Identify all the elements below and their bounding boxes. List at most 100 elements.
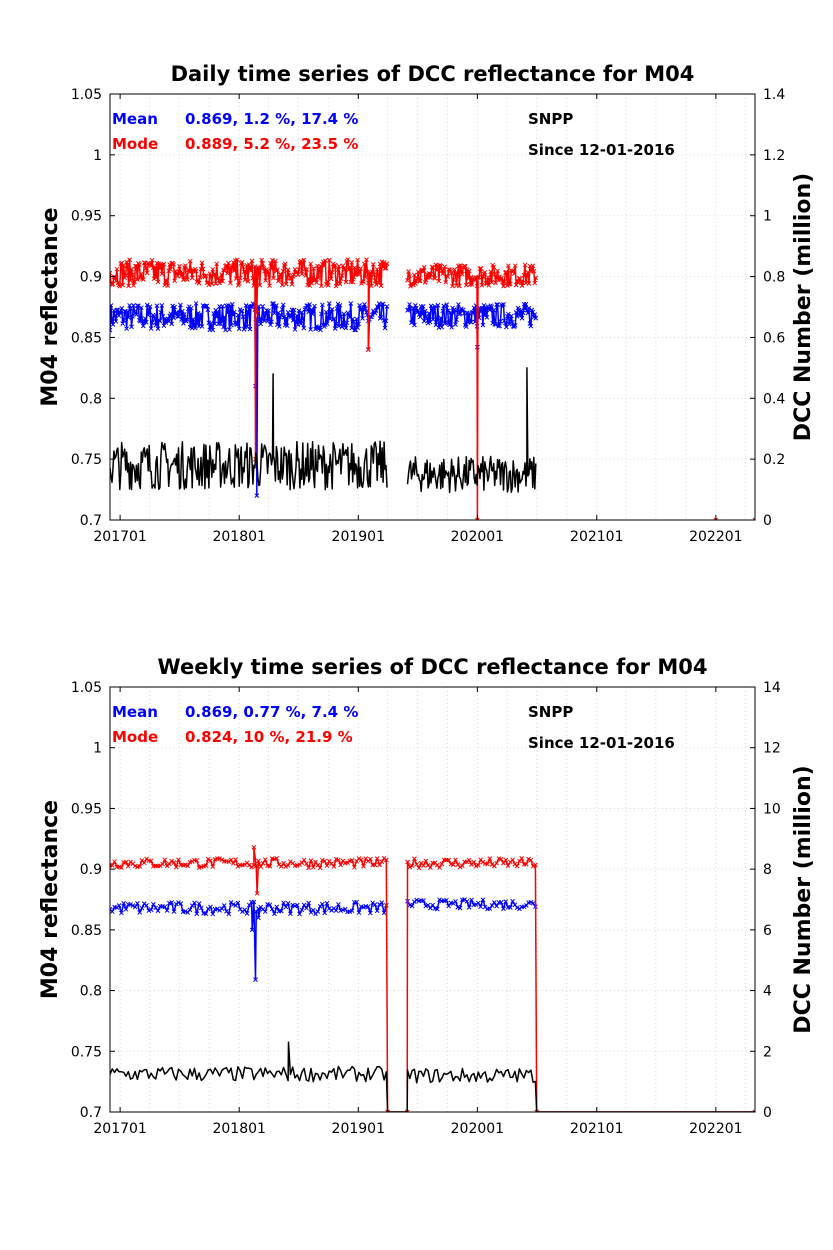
- data-point: [253, 909, 259, 915]
- data-point: [441, 269, 447, 275]
- data-point: [161, 323, 167, 329]
- data-point: [445, 274, 451, 279]
- data-point: [171, 860, 177, 865]
- mode-values: 0.889, 5.2 %, 23.5 %: [185, 135, 358, 153]
- data-point: [384, 261, 390, 267]
- data-point: [204, 303, 210, 309]
- series-line: [110, 1041, 755, 1112]
- data-point: [229, 322, 234, 328]
- data-point: [429, 305, 435, 311]
- data-point: [470, 310, 476, 315]
- data-point: [356, 856, 362, 861]
- data-point: [527, 321, 533, 326]
- data-point: [526, 281, 532, 286]
- data-point: [521, 904, 527, 910]
- data-point: [242, 907, 248, 913]
- data-point: [368, 283, 374, 289]
- data-point: [435, 302, 441, 308]
- data-point: [336, 263, 342, 269]
- data-point: [213, 281, 219, 286]
- data-point: [427, 275, 433, 280]
- x-tick-label: 201901: [332, 529, 385, 545]
- data-point: [438, 315, 444, 321]
- data-point: [185, 863, 191, 869]
- x-tick-label: 201901: [332, 1121, 385, 1137]
- data-point: [268, 260, 273, 266]
- data-point: [459, 863, 465, 869]
- data-point: [297, 911, 302, 917]
- data-point: [438, 263, 444, 269]
- data-point: [504, 269, 509, 275]
- data-point: [197, 315, 203, 321]
- data-point: [457, 905, 463, 911]
- data-point: [179, 273, 184, 279]
- data-point: [285, 900, 291, 906]
- data-point: [370, 262, 376, 267]
- data-point: [508, 313, 514, 319]
- data-point: [361, 279, 366, 284]
- data-point: [132, 279, 137, 285]
- data-point: [193, 268, 199, 274]
- data-point: [196, 901, 202, 906]
- data-point: [406, 269, 411, 274]
- data-point: [311, 266, 316, 271]
- data-point: [487, 906, 493, 911]
- data-point: [183, 263, 188, 268]
- data-point: [179, 317, 184, 322]
- data-point: [276, 324, 282, 329]
- data-point: [342, 267, 348, 272]
- series-markers: [405, 262, 539, 520]
- data-point: [531, 268, 537, 274]
- x-tick-label: 201701: [93, 1121, 146, 1137]
- data-point: [125, 863, 131, 869]
- data-point: [374, 856, 380, 861]
- data-point: [301, 902, 307, 908]
- data-point: [474, 283, 480, 289]
- data-point: [478, 265, 484, 271]
- data-point: [131, 303, 136, 308]
- data-point: [354, 316, 359, 322]
- data-point: [247, 265, 253, 271]
- data-point: [165, 283, 171, 289]
- data-point: [229, 301, 235, 307]
- data-point: [274, 904, 280, 910]
- data-point: [228, 857, 234, 863]
- data-point: [235, 900, 241, 906]
- data-point: [190, 316, 196, 322]
- data-point: [110, 270, 113, 276]
- data-point: [512, 263, 518, 269]
- data-point: [343, 279, 349, 285]
- data-point: [517, 276, 523, 282]
- data-point: [446, 857, 452, 863]
- data-point: [381, 910, 387, 916]
- data-point: [412, 856, 417, 862]
- data-point: [138, 305, 144, 311]
- data-point: [266, 308, 271, 314]
- y-tick-label: 0.75: [71, 1044, 102, 1060]
- data-point: [118, 310, 124, 316]
- data-point: [445, 308, 451, 314]
- data-point: [503, 899, 509, 904]
- data-point: [231, 309, 237, 315]
- data-point: [328, 309, 334, 315]
- data-point: [476, 274, 482, 280]
- data-point: [164, 278, 170, 284]
- data-point: [404, 1109, 410, 1112]
- data-point: [431, 308, 437, 314]
- y2-tick-label: 1.2: [763, 148, 785, 164]
- data-point: [365, 904, 371, 910]
- y-tick-label: 0.8: [80, 391, 102, 407]
- data-point: [321, 263, 327, 269]
- data-point: [452, 267, 457, 273]
- data-point: [530, 263, 536, 269]
- data-point: [301, 857, 307, 863]
- data-point: [127, 257, 132, 263]
- data-point: [225, 310, 230, 316]
- data-point: [280, 268, 286, 274]
- data-point: [288, 911, 293, 917]
- data-point: [507, 905, 513, 910]
- data-point: [522, 262, 528, 268]
- data-point: [292, 327, 298, 332]
- data-point: [324, 321, 330, 326]
